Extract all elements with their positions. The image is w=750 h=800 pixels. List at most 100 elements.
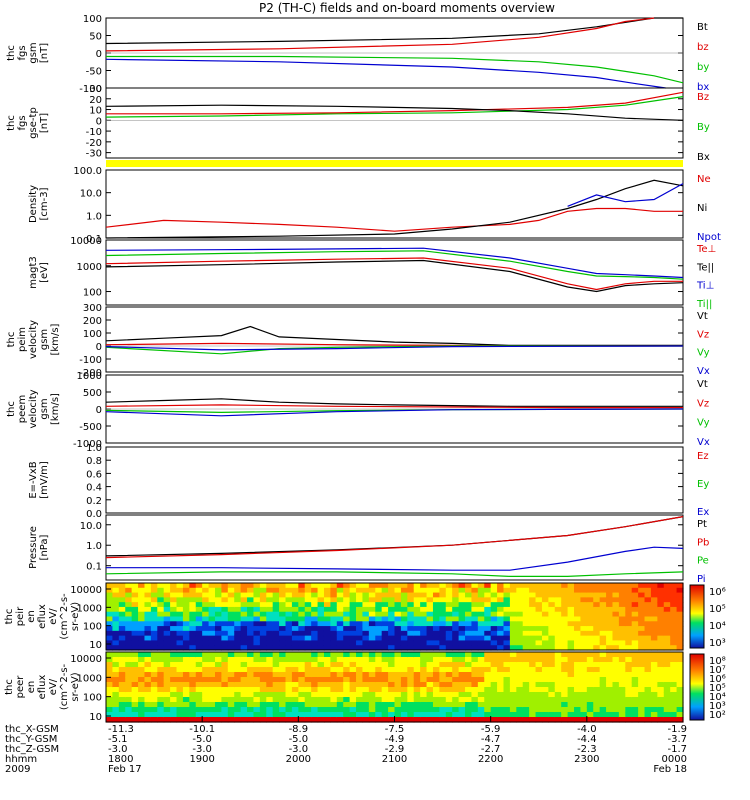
spectrogram-cell xyxy=(606,616,614,622)
spectrogram-cell xyxy=(413,630,421,637)
spectrogram-cell xyxy=(650,597,658,603)
spectrogram-cell xyxy=(285,717,293,723)
spectrogram-cell xyxy=(368,611,376,618)
spectrogram-cell xyxy=(465,616,473,622)
spectrogram-cell xyxy=(202,602,210,608)
spectrogram-cell xyxy=(163,583,171,589)
spectrogram-cell xyxy=(522,611,530,618)
spectrogram-cell xyxy=(561,616,569,622)
spectrogram-cell xyxy=(394,687,402,693)
spectrogram-cell xyxy=(138,626,146,632)
spectrogram-cell xyxy=(497,592,505,598)
plot-frame xyxy=(105,446,684,514)
spectrogram-cell xyxy=(279,587,287,594)
spectrogram-cell xyxy=(548,657,556,663)
spectrogram-cell xyxy=(516,597,524,603)
spectrogram-cell xyxy=(163,630,171,637)
spectrogram-cell xyxy=(458,583,466,589)
spectrogram-cell xyxy=(311,667,319,673)
spectrogram-cell xyxy=(477,592,485,598)
spectrogram-cell xyxy=(182,677,190,683)
spectrogram-cell xyxy=(266,635,274,642)
colorbar-tick-label: 10⁴ xyxy=(709,692,726,703)
spectrogram-cell xyxy=(138,602,146,608)
spectrogram-cell xyxy=(227,602,235,608)
spectrogram-cell xyxy=(477,662,485,668)
spectrogram-cell xyxy=(388,611,396,618)
y-tick-label: 0.1 xyxy=(86,234,102,245)
spectrogram-cell xyxy=(138,635,146,642)
y-axis-label: gsm xyxy=(39,329,50,350)
spectrogram-cell xyxy=(426,645,434,651)
spectrogram-cell xyxy=(112,672,120,678)
spectrogram-cell xyxy=(529,592,537,598)
spectrogram-cell xyxy=(439,621,447,627)
spectrogram-cell xyxy=(612,592,620,598)
spectrogram-cell xyxy=(439,657,447,663)
spectrogram-cell xyxy=(676,692,684,698)
spectrogram-cell xyxy=(298,697,306,703)
spectrogram-cell xyxy=(118,602,126,608)
spectrogram-cell xyxy=(631,602,639,608)
spectrogram-cell xyxy=(227,672,235,678)
spectrogram-cell xyxy=(221,597,229,603)
spectrogram-cell xyxy=(663,707,671,713)
spectrogram-cell xyxy=(413,717,421,723)
spectrogram-cell xyxy=(650,621,658,627)
spectrogram-cell xyxy=(388,583,396,589)
spectrogram-cell xyxy=(388,587,396,594)
spectrogram-cell xyxy=(375,621,383,627)
spectrogram-cell xyxy=(253,592,261,598)
spectrogram-cell xyxy=(426,652,434,658)
spectrogram-cell xyxy=(407,677,415,683)
spectrogram-cell xyxy=(323,611,331,618)
spectrogram-cell xyxy=(170,640,178,646)
spectrogram-cell xyxy=(670,702,678,708)
spectrogram-cell xyxy=(311,717,319,723)
spectrogram-cell xyxy=(567,712,575,718)
spectrogram-cell xyxy=(593,611,601,618)
spectrogram-cell xyxy=(670,630,678,637)
spectrogram-cell xyxy=(253,645,261,651)
spectrogram-cell xyxy=(477,702,485,708)
y-tick-label: 500 xyxy=(83,388,102,399)
spectrogram-cell xyxy=(157,626,165,632)
spectrogram-cell xyxy=(375,611,383,618)
spectrogram-cell xyxy=(535,630,543,637)
spectrogram-cell xyxy=(368,697,376,703)
spectrogram-cell xyxy=(182,652,190,658)
spectrogram-cell xyxy=(458,707,466,713)
spectrogram-cell xyxy=(285,611,293,618)
spectrogram-cell xyxy=(394,606,402,613)
spectrogram-cell xyxy=(676,662,684,668)
spectrogram-cell xyxy=(330,667,338,673)
spectrogram-cell xyxy=(279,682,287,688)
spectrogram-cell xyxy=(477,587,485,594)
spectrogram-cell xyxy=(561,592,569,598)
spectrogram-cell xyxy=(221,606,229,613)
spectrogram-cell xyxy=(631,672,639,678)
spectrogram-cell xyxy=(214,687,222,693)
y-tick-label: 1000 xyxy=(77,262,102,273)
spectrogram-cell xyxy=(112,626,120,632)
spectrogram-cell xyxy=(150,616,158,622)
spectrogram-cell xyxy=(336,621,344,627)
spectrogram-cell xyxy=(638,635,646,642)
spectrogram-cell xyxy=(195,635,203,642)
spectrogram-cell xyxy=(208,702,216,708)
spectrogram-cell xyxy=(214,626,222,632)
spectrogram-cell xyxy=(240,626,248,632)
spectrogram-cell xyxy=(381,712,389,718)
spectrogram-cell xyxy=(106,712,114,718)
spectrogram-cell xyxy=(420,626,428,632)
spectrogram-cell xyxy=(631,702,639,708)
spectrogram-cell xyxy=(631,707,639,713)
spectrogram-cell xyxy=(349,692,357,698)
spectrogram-cell xyxy=(311,662,319,668)
spectrogram-cell xyxy=(554,621,562,627)
spectrogram-cell xyxy=(112,707,120,713)
spectrogram-cell xyxy=(323,697,331,703)
spectrogram-cell xyxy=(618,626,626,632)
spectrogram-cell xyxy=(112,717,120,723)
spectrogram-cell xyxy=(413,702,421,708)
